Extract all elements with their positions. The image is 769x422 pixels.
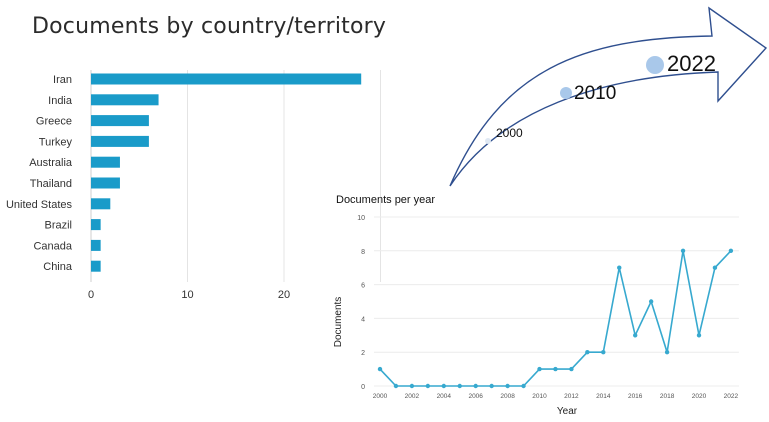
bar <box>91 94 159 106</box>
data-point <box>473 383 478 389</box>
data-point <box>585 350 590 355</box>
data-point <box>425 383 431 389</box>
data-point <box>393 383 399 389</box>
data-point <box>537 366 542 372</box>
category-label: Iran <box>53 74 72 86</box>
line-chart-title: Documents per year <box>336 194 435 206</box>
y-tick-label: 8 <box>361 249 365 256</box>
y-tick-label: 2 <box>361 350 365 357</box>
bar <box>91 198 111 210</box>
timeline-arrow-graphic: 2000 2010 2022 <box>449 6 768 187</box>
category-label: China <box>43 261 73 273</box>
data-point <box>601 350 606 355</box>
bar <box>91 260 101 272</box>
x-tick-label: 2022 <box>724 393 739 400</box>
x-tick-label: 2008 <box>500 393 515 400</box>
timeline-dot <box>646 56 664 74</box>
data-point <box>617 265 622 270</box>
bar <box>91 219 101 231</box>
data-point <box>648 299 654 304</box>
x-tick-label: 2018 <box>660 393 675 400</box>
timeline-label: 2000 <box>496 126 523 140</box>
data-point <box>728 248 734 253</box>
data-point <box>569 366 574 372</box>
x-tick-label: 2016 <box>628 393 643 400</box>
data-point <box>377 366 383 372</box>
timeline-dot <box>560 87 572 99</box>
bar <box>91 115 149 127</box>
data-point <box>633 333 638 338</box>
x-tick-label: 2000 <box>373 393 388 400</box>
y-axis-label: Documents <box>333 297 344 348</box>
category-label: Greece <box>36 116 72 128</box>
data-point <box>409 383 415 389</box>
category-label: Brazil <box>44 220 72 232</box>
data-point <box>680 248 686 253</box>
documents-per-year-chart: Documents per year 0 2 4 6 8 10 2000 2002 2004 200… <box>333 194 739 417</box>
data-point <box>489 383 494 389</box>
x-tick-label: 0 <box>88 289 94 301</box>
data-point <box>521 383 526 389</box>
bar <box>91 239 101 251</box>
x-tick-label: 10 <box>181 289 193 301</box>
y-tick-label: 10 <box>357 215 365 222</box>
category-label: Canada <box>33 240 72 252</box>
x-axis-label: Year <box>557 406 578 417</box>
x-tick-label: 20 <box>278 289 290 301</box>
timeline-label: 2022 <box>667 51 716 76</box>
bar-chart-title: Documents by country/territory <box>32 14 387 39</box>
data-point <box>553 366 558 372</box>
data-point <box>457 383 462 389</box>
bar <box>91 177 120 189</box>
data-point <box>712 265 718 270</box>
category-label: India <box>48 95 73 107</box>
bar <box>91 156 120 168</box>
x-tick-label: 2002 <box>405 393 420 400</box>
bar <box>91 135 149 147</box>
data-point <box>505 383 510 389</box>
category-label: Turkey <box>39 136 73 148</box>
x-tick-label: 2020 <box>692 393 707 400</box>
curved-arrow-shape <box>449 6 768 187</box>
data-point <box>664 350 670 355</box>
x-tick-label: 2010 <box>532 393 547 400</box>
bar <box>91 73 362 85</box>
x-tick-label: 2004 <box>437 393 452 400</box>
category-label: Thailand <box>30 178 72 190</box>
category-label: Australia <box>29 157 73 169</box>
x-tick-label: 2006 <box>468 393 483 400</box>
x-tick-label: 2012 <box>564 393 579 400</box>
timeline-dot <box>485 138 491 144</box>
data-point <box>696 333 702 338</box>
y-tick-label: 6 <box>361 283 365 290</box>
y-tick-label: 4 <box>361 316 365 323</box>
timeline-label: 2010 <box>574 83 616 104</box>
category-label: United States <box>6 199 73 211</box>
country-bar-chart: Iran India Greece Turkey Australia Thailand Un… <box>6 70 381 301</box>
y-tick-label: 0 <box>361 384 365 391</box>
data-point <box>441 383 446 389</box>
x-tick-label: 2014 <box>596 393 611 400</box>
